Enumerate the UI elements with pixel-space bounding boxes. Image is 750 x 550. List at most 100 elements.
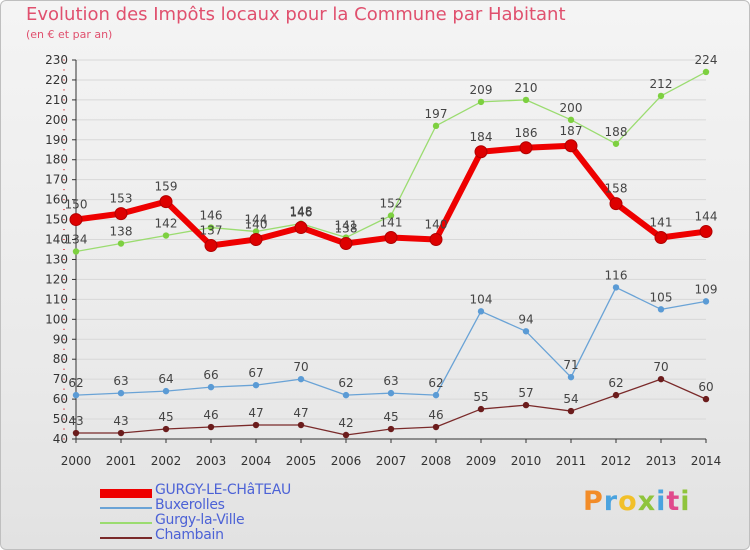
series-point-2	[162, 232, 170, 239]
data-label-0: 153	[110, 192, 133, 206]
legend-swatch	[100, 507, 152, 509]
series-point-2	[72, 248, 80, 255]
series-point-1	[207, 383, 215, 391]
y-tick-label: 50	[53, 412, 68, 426]
chart-subtitle: (en € et par an)	[26, 28, 113, 41]
series-point-0	[564, 139, 578, 153]
series-point-1	[297, 375, 305, 383]
data-label-3: 54	[563, 392, 578, 406]
data-label-2: 144	[245, 213, 268, 227]
x-tick-label: 2014	[691, 454, 722, 468]
series-point-3	[657, 375, 665, 383]
data-label-3: 43	[113, 414, 128, 428]
series-point-3	[702, 395, 710, 403]
y-tick-label: 70	[53, 372, 68, 386]
data-label-2: 224	[695, 53, 718, 67]
series-point-2	[387, 212, 395, 219]
y-tick-label: 160	[45, 193, 68, 207]
chart-title: Evolution des Impôts locaux pour la Comm…	[26, 4, 566, 25]
series-point-0	[294, 221, 308, 235]
y-tick-label: 80	[53, 352, 68, 366]
series-point-3	[432, 423, 440, 431]
y-tick-label: 210	[45, 93, 68, 107]
data-label-0: 137	[200, 224, 223, 238]
data-label-1: 63	[113, 374, 128, 388]
series-point-2	[477, 98, 485, 106]
y-tick-label: 130	[45, 252, 68, 266]
series-point-3	[522, 401, 530, 409]
series-point-0	[384, 231, 398, 245]
data-label-3: 57	[518, 386, 533, 400]
data-label-2: 197	[425, 107, 448, 121]
x-tick-label: 2013	[646, 454, 677, 468]
y-tick-label: 170	[45, 173, 68, 187]
series-point-1	[252, 381, 260, 389]
logo-letter: i	[656, 486, 667, 517]
y-tick-label: 110	[45, 292, 68, 306]
data-label-3: 47	[248, 406, 263, 420]
series-point-2	[657, 92, 665, 100]
series-point-2	[207, 224, 215, 231]
x-tick-label: 2010	[511, 454, 542, 468]
data-label-0: 158	[605, 182, 628, 196]
data-label-0: 141	[380, 216, 403, 230]
y-tick-label: 100	[45, 312, 68, 326]
y-tick-label: 150	[45, 213, 68, 227]
series-point-1	[567, 373, 575, 381]
series-point-1	[522, 328, 530, 335]
data-label-1: 66	[203, 368, 218, 382]
series-point-3	[207, 423, 215, 431]
y-tick-label: 230	[45, 53, 68, 67]
series-point-0	[654, 231, 668, 245]
data-label-3: 45	[383, 410, 398, 424]
data-label-0: 150	[65, 198, 88, 212]
data-label-3: 62	[608, 376, 623, 390]
data-label-2: 210	[515, 81, 538, 95]
series-point-1	[612, 284, 620, 291]
data-label-2: 209	[470, 83, 493, 97]
series-point-0	[159, 195, 173, 209]
data-label-0: 187	[560, 124, 583, 138]
data-label-0: 141	[650, 216, 673, 230]
x-tick-label: 2006	[331, 454, 362, 468]
series-point-3	[72, 429, 80, 437]
series-point-2	[522, 96, 530, 104]
legend-swatch	[100, 522, 152, 524]
proxiti-logo: Proxiti	[583, 486, 691, 517]
data-label-2: 138	[110, 225, 133, 239]
series-point-3	[162, 425, 170, 433]
logo-letter: P	[583, 486, 604, 517]
series-point-3	[567, 407, 575, 415]
series-point-1	[477, 308, 485, 315]
data-label-0: 144	[695, 210, 718, 224]
data-label-0: 186	[515, 126, 538, 140]
data-label-1: 109	[695, 282, 718, 296]
series-point-1	[117, 389, 125, 397]
series-point-2	[252, 228, 260, 235]
data-label-0: 159	[155, 180, 178, 194]
series-point-1	[657, 306, 665, 313]
x-tick-label: 2007	[376, 454, 407, 468]
y-tick-label: 140	[45, 233, 68, 247]
x-tick-label: 2002	[151, 454, 182, 468]
series-point-0	[249, 233, 263, 247]
data-label-1: 63	[383, 374, 398, 388]
legend-label: GURGY-LE-CHâTEAU	[155, 482, 291, 498]
data-label-3: 43	[68, 414, 83, 428]
series-point-0	[519, 141, 533, 155]
y-tick-label: 60	[53, 392, 68, 406]
data-label-3: 45	[158, 410, 173, 424]
legend-swatch	[100, 537, 152, 539]
series-point-0	[609, 197, 623, 211]
data-label-0: 146	[290, 206, 313, 220]
x-tick-label: 2001	[106, 454, 137, 468]
x-tick-label: 2004	[241, 454, 272, 468]
data-label-2: 142	[155, 217, 178, 231]
data-label-2: 141	[335, 219, 358, 233]
data-label-2: 212	[650, 77, 673, 91]
series-point-0	[69, 213, 83, 227]
y-tick-label: 180	[45, 153, 68, 167]
logo-letter: r	[603, 486, 619, 517]
logo-letter: o	[618, 486, 638, 517]
